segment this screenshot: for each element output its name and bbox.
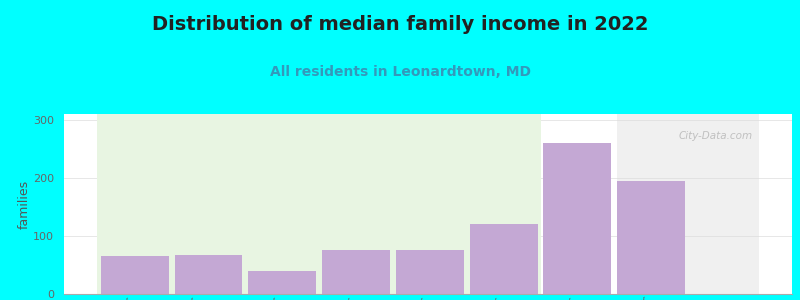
Bar [396,250,464,294]
Bar [174,254,242,294]
Bar [470,224,538,294]
Text: All residents in Leonardtown, MD: All residents in Leonardtown, MD [270,65,530,79]
Bar [97,114,541,294]
Bar [322,250,390,294]
Bar [248,271,316,294]
Bar [101,256,169,294]
Bar [543,143,611,294]
Text: City-Data.com: City-Data.com [678,130,753,141]
Text: Distribution of median family income in 2022: Distribution of median family income in … [152,14,648,34]
Y-axis label: families: families [18,179,30,229]
Bar [618,181,685,294]
Bar [618,114,759,294]
